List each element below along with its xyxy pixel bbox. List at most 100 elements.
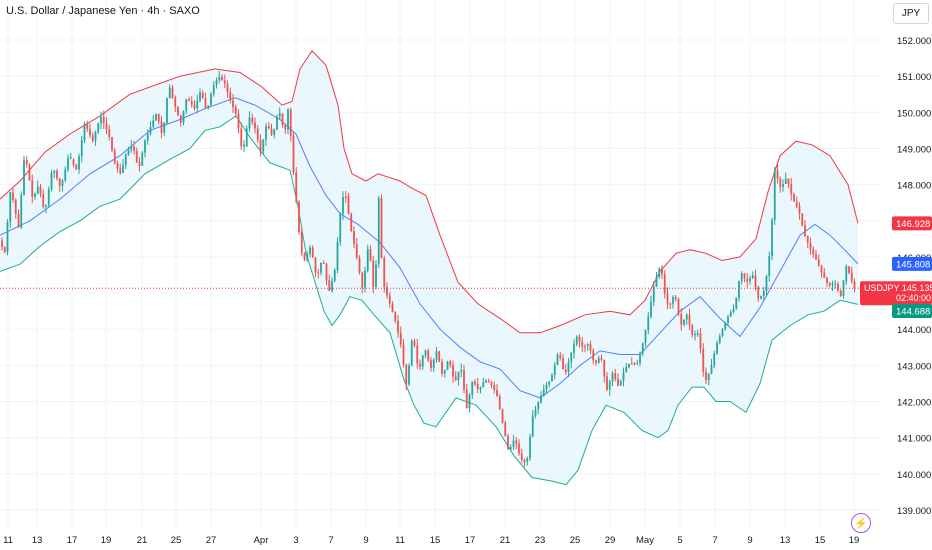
- candle-body: [149, 127, 152, 134]
- candle-body: [639, 353, 641, 364]
- candle-body: [732, 308, 735, 313]
- y-tick-label: 143.000: [897, 361, 931, 372]
- candle-body: [573, 344, 575, 353]
- y-axis[interactable]: 139.000 140.000 141.000 142.000 143.000 144.0…: [897, 36, 931, 517]
- candle-body: [537, 402, 540, 409]
- candle-body: [718, 336, 721, 343]
- candle-body: [201, 92, 204, 99]
- candle-body: [240, 128, 243, 147]
- candle-body: [383, 257, 386, 288]
- y-tick-label: 148.000: [897, 181, 931, 192]
- candle-body: [570, 352, 573, 363]
- candle-body: [705, 371, 707, 381]
- candle-body: [314, 257, 317, 273]
- candle-body: [372, 260, 375, 287]
- candle-body: [344, 197, 347, 198]
- x-axis[interactable]: 11 13 17 19 21 25 27 Apr 3 7 9 11 15 17 21 23 25 29 May 5 7 9…: [3, 535, 859, 546]
- lightning-icon[interactable]: ⚡: [851, 513, 871, 533]
- candle-body: [567, 362, 570, 373]
- candle-body: [850, 272, 853, 282]
- candle-body: [801, 213, 804, 226]
- candle-body: [419, 363, 421, 367]
- candle-body: [663, 274, 666, 294]
- candle-body: [683, 319, 685, 325]
- candle-body: [430, 360, 432, 368]
- candle-body: [751, 275, 754, 279]
- candle-body: [364, 270, 366, 288]
- candle-body: [518, 443, 520, 454]
- candle-body: [619, 380, 622, 386]
- candle-body: [130, 146, 133, 150]
- currency-button[interactable]: JPY: [893, 3, 929, 24]
- candle-body: [721, 329, 724, 337]
- candle-body: [397, 321, 399, 333]
- candle-body: [369, 249, 372, 261]
- candle-body: [790, 184, 793, 195]
- x-tick-label: Apr: [254, 535, 269, 546]
- candle-body: [122, 165, 124, 174]
- x-tick-label: 21: [500, 535, 511, 546]
- candle-body: [421, 355, 424, 367]
- candle-body: [245, 128, 248, 147]
- x-tick-label: 7: [712, 535, 717, 546]
- candle-body: [347, 195, 350, 214]
- candle-body: [375, 264, 377, 288]
- candle-body: [707, 373, 710, 381]
- x-tick-label: 23: [535, 535, 546, 546]
- candle-body: [160, 121, 163, 133]
- candle-body: [600, 357, 603, 360]
- candle-body: [504, 422, 507, 436]
- candle-body: [644, 329, 647, 344]
- candle-body: [688, 315, 691, 326]
- candle-body: [614, 373, 617, 379]
- candle-body: [166, 98, 168, 123]
- candle-body: [358, 257, 361, 273]
- chart-title: U.S. Dollar / Japanese Yen · 4h · SAXO: [6, 5, 200, 17]
- candle-body: [658, 268, 661, 277]
- candle-body: [773, 170, 776, 220]
- candle-body: [25, 160, 28, 165]
- x-tick-label: 25: [570, 535, 581, 546]
- candle-body: [757, 287, 760, 299]
- candle-body: [815, 254, 817, 260]
- candle-body: [391, 303, 394, 312]
- candle-body: [210, 93, 212, 106]
- candle-body: [171, 87, 174, 98]
- y-tick-label: 139.000: [897, 506, 931, 517]
- x-tick-label: 9: [363, 535, 368, 546]
- candle-body: [795, 201, 798, 207]
- candle-body: [78, 156, 80, 170]
- candle-body: [501, 409, 504, 423]
- candle-body: [292, 135, 295, 173]
- candle-body: [1, 240, 3, 247]
- x-tick-label: 15: [430, 535, 441, 546]
- x-tick-label: 17: [67, 535, 78, 546]
- candle-body: [787, 179, 790, 185]
- candle-body: [809, 242, 812, 250]
- candle-body: [281, 113, 284, 125]
- candle-body: [482, 382, 485, 388]
- candle-body: [31, 180, 34, 197]
- candle-body: [696, 333, 699, 336]
- candle-body: [23, 160, 25, 195]
- candle-body: [468, 394, 471, 409]
- candle-body: [784, 179, 787, 184]
- candle-body: [760, 296, 762, 299]
- candle-body: [529, 436, 531, 459]
- candle-body: [647, 316, 650, 330]
- candle-body: [716, 342, 718, 354]
- candle-body: [699, 333, 702, 349]
- candle-body: [3, 247, 6, 252]
- y-tick-label: 144.000: [897, 325, 931, 336]
- candle-body: [457, 371, 460, 381]
- candle-body: [80, 140, 83, 157]
- candle-body: [53, 170, 56, 174]
- candle-body: [146, 133, 149, 141]
- candle-body: [113, 150, 116, 164]
- candle-body: [746, 278, 749, 282]
- candle-body: [765, 275, 768, 291]
- candle-body: [740, 273, 743, 282]
- candle-body: [336, 241, 339, 271]
